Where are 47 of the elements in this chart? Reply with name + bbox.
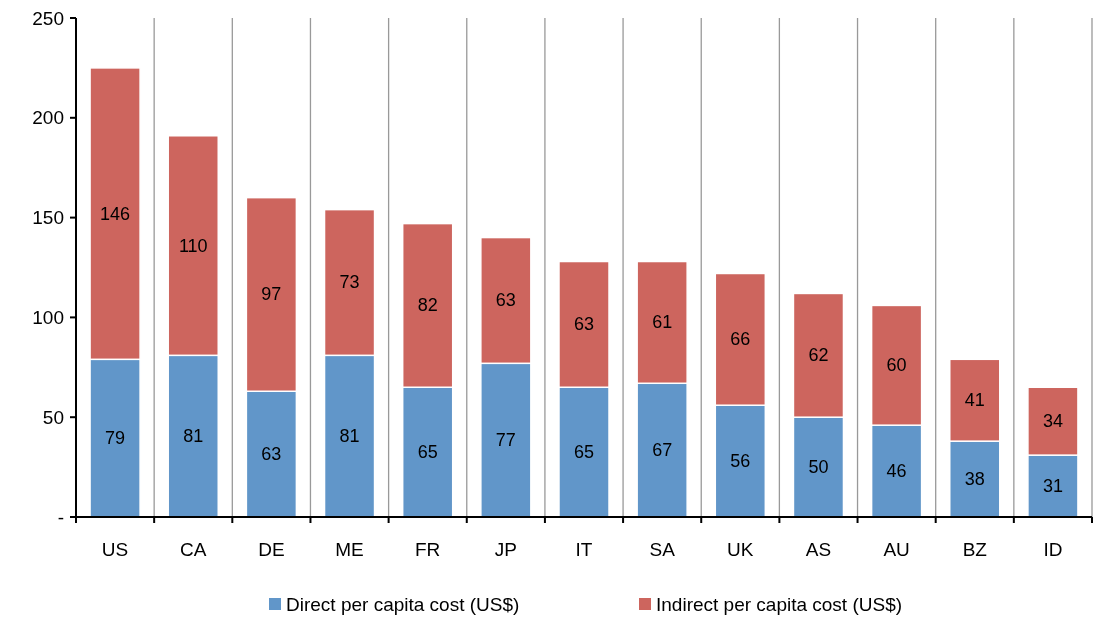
data-label: 79 [105, 428, 126, 449]
data-label: 97 [261, 284, 282, 305]
x-tick-label: JP [494, 538, 517, 560]
legend-label: Indirect per capita cost (US$) [656, 593, 903, 615]
x-tick-label: BZ [962, 538, 988, 560]
data-label: 67 [652, 440, 673, 461]
y-tick-label: 100 [32, 306, 64, 328]
data-label: 56 [730, 451, 751, 472]
x-tick-label: AS [805, 538, 832, 560]
x-tick-label: SA [649, 538, 676, 560]
y-tick-label: 250 [32, 7, 64, 29]
data-label: 63 [573, 314, 595, 335]
data-label: 34 [1042, 411, 1063, 432]
data-label: 60 [886, 355, 907, 376]
data-label: 66 [730, 329, 751, 350]
data-label: 38 [964, 469, 985, 490]
y-tick-label: - [57, 506, 64, 528]
data-label: 65 [417, 442, 438, 463]
y-tick-label: 200 [32, 107, 64, 129]
data-label: 62 [808, 345, 829, 366]
x-tick-label: ME [335, 538, 364, 560]
data-label: 61 [652, 312, 673, 333]
data-label: 82 [417, 295, 438, 316]
data-label: 110 [178, 235, 208, 256]
x-tick-label: DE [258, 538, 285, 560]
x-tick-label: US [101, 538, 129, 560]
data-label: 73 [339, 272, 360, 293]
data-label: 50 [808, 457, 829, 478]
x-tick-label: IT [575, 538, 593, 560]
x-tick-label: UK [727, 538, 754, 560]
x-tick-label: CA [180, 538, 207, 560]
x-tick-label: AU [883, 538, 910, 560]
data-label: 146 [100, 203, 131, 224]
x-tick-label: ID [1043, 538, 1063, 560]
y-tick-label: 50 [42, 406, 64, 428]
data-label: 77 [495, 430, 516, 451]
data-label: 41 [964, 390, 985, 411]
data-label: 46 [886, 461, 907, 482]
x-tick-label: FR [415, 538, 441, 560]
data-label: 65 [573, 442, 595, 463]
data-label: 63 [495, 290, 516, 311]
legend-label: Direct per capita cost (US$) [286, 593, 520, 615]
data-label: 63 [261, 444, 282, 465]
data-label: 31 [1042, 476, 1063, 497]
data-label: 81 [183, 426, 204, 447]
data-label: 81 [339, 426, 360, 447]
y-tick-label: 150 [32, 207, 64, 229]
